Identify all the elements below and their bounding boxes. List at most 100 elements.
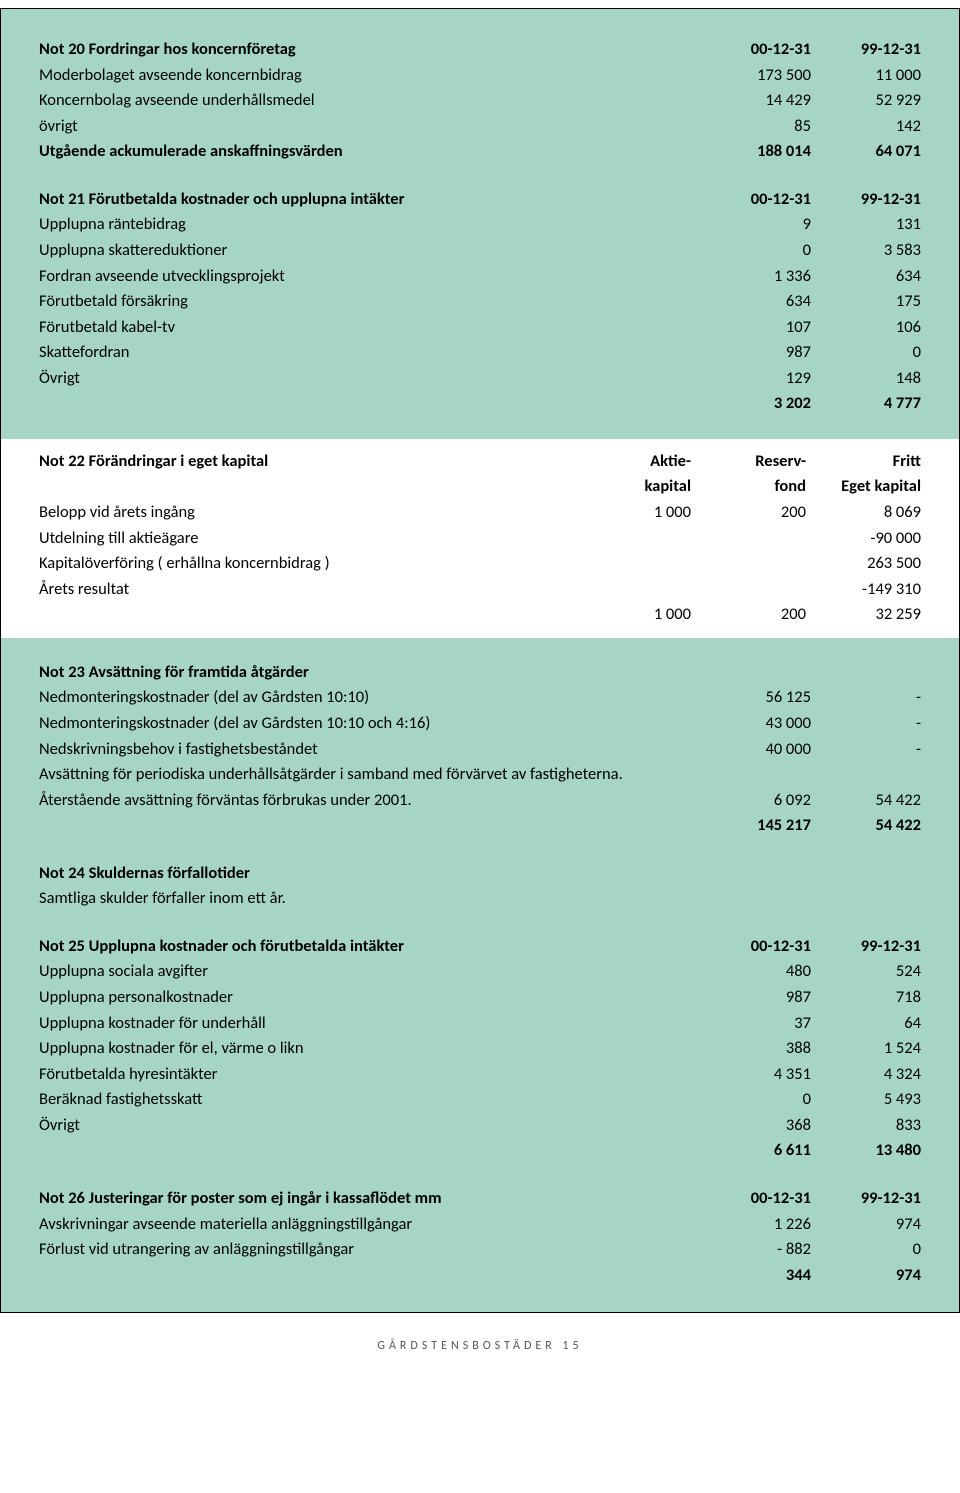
table-cell: Koncernbolag avseende underhållsmedel — [39, 88, 701, 114]
note26-title: Not 26 Justeringar för poster som ej ing… — [39, 1186, 701, 1212]
table-cell: 5 493 — [811, 1087, 921, 1113]
table-cell: 200 — [691, 602, 806, 628]
note-21: Not 21 Förutbetalda kostnader och upplup… — [39, 187, 921, 417]
note26-h2: 99-12-31 — [811, 1186, 921, 1212]
table-cell: 1 226 — [701, 1212, 811, 1238]
note-24: Not 24 Skuldernas förfallotider Samtliga… — [39, 861, 921, 912]
table-cell: - — [811, 685, 921, 711]
table-cell: 14 429 — [701, 88, 811, 114]
table-cell: 987 — [701, 340, 811, 366]
table-cell: 833 — [811, 1113, 921, 1139]
table-cell: - — [811, 711, 921, 737]
table-cell: Moderbolaget avseende koncernbidrag — [39, 63, 701, 89]
table-cell: Utgående ackumulerade anskaffningsvärden — [39, 139, 701, 165]
table-cell: 0 — [701, 1087, 811, 1113]
table-cell: 173 500 — [701, 63, 811, 89]
table-cell: Förutbetald kabel-tv — [39, 315, 701, 341]
note22-h2b: fond — [691, 474, 806, 500]
note-22: Not 22 Förändringar i eget kapital Aktie… — [1, 439, 959, 638]
table-cell: 0 — [811, 340, 921, 366]
note25-h2: 99-12-31 — [811, 934, 921, 960]
note25-h1: 00-12-31 — [701, 934, 811, 960]
note21-h1: 00-12-31 — [701, 187, 811, 213]
table-cell: Nedskrivningsbehov i fastighetsbeståndet — [39, 737, 701, 763]
table-cell: 200 — [691, 500, 806, 526]
note23-text1: Avsättning för periodiska underhållsåtgä… — [39, 762, 701, 788]
table-cell: 131 — [811, 212, 921, 238]
table-cell: Avskrivningar avseende materiella anlägg… — [39, 1212, 701, 1238]
note25-title: Not 25 Upplupna kostnader och förutbetal… — [39, 934, 701, 960]
table-cell: 974 — [811, 1263, 921, 1289]
table-cell: 4 777 — [811, 391, 921, 417]
table-cell: 64 071 — [811, 139, 921, 165]
note23-text2: Återstående avsättning förväntas förbruk… — [39, 788, 701, 814]
note22-h1a: Aktie- — [576, 449, 691, 475]
table-cell: Nedmonteringskostnader (del av Gårdsten … — [39, 685, 701, 711]
table-cell: 37 — [701, 1011, 811, 1037]
table-cell: 4 324 — [811, 1062, 921, 1088]
table-cell: 142 — [811, 114, 921, 140]
note21-h2: 99-12-31 — [811, 187, 921, 213]
note20-h1: 00-12-31 — [701, 37, 811, 63]
table-cell: Förutbetalda hyresintäkter — [39, 1062, 701, 1088]
table-cell: 43 000 — [701, 711, 811, 737]
table-cell: 40 000 — [701, 737, 811, 763]
table-cell: 0 — [811, 1237, 921, 1263]
table-cell: 9 — [701, 212, 811, 238]
table-cell: - — [811, 737, 921, 763]
table-cell: - 882 — [701, 1237, 811, 1263]
table-cell: 148 — [811, 366, 921, 392]
table-cell: 368 — [701, 1113, 811, 1139]
table-cell: Upplupna kostnader för underhåll — [39, 1011, 701, 1037]
table-cell: 145 217 — [701, 813, 811, 839]
table-cell: 480 — [701, 959, 811, 985]
table-cell: Utdelning till aktieägare — [39, 526, 576, 552]
note22-title: Not 22 Förändringar i eget kapital — [39, 449, 576, 475]
note22-h3a: Fritt — [806, 449, 921, 475]
table-cell: 718 — [811, 985, 921, 1011]
table-cell: övrigt — [39, 114, 701, 140]
table-cell: 4 351 — [701, 1062, 811, 1088]
table-cell: 1 336 — [701, 264, 811, 290]
table-cell: 54 422 — [811, 788, 921, 814]
table-cell: 188 014 — [701, 139, 811, 165]
table-cell: 263 500 — [806, 551, 921, 577]
table-cell: Upplupna sociala avgifter — [39, 959, 701, 985]
table-cell: 634 — [701, 289, 811, 315]
note22-h2a: Reserv- — [691, 449, 806, 475]
table-cell: 13 480 — [811, 1138, 921, 1164]
table-cell: Nedmonteringskostnader (del av Gårdsten … — [39, 711, 701, 737]
table-cell: 175 — [811, 289, 921, 315]
table-cell: 54 422 — [811, 813, 921, 839]
note26-h1: 00-12-31 — [701, 1186, 811, 1212]
table-cell: Upplupna skattereduktioner — [39, 238, 701, 264]
table-cell: 52 929 — [811, 88, 921, 114]
table-cell: 1 000 — [576, 602, 691, 628]
note22-h3b: Eget kapital — [806, 474, 921, 500]
table-cell: Årets resultat — [39, 577, 576, 603]
table-cell: -149 310 — [806, 577, 921, 603]
table-cell: 64 — [811, 1011, 921, 1037]
table-cell: Förutbetald försäkring — [39, 289, 701, 315]
note20-h2: 99-12-31 — [811, 37, 921, 63]
table-cell: 1 524 — [811, 1036, 921, 1062]
table-cell: Upplupna kostnader för el, värme o likn — [39, 1036, 701, 1062]
table-cell: 974 — [811, 1212, 921, 1238]
note22-h1b: kapital — [576, 474, 691, 500]
table-cell: 0 — [701, 238, 811, 264]
note-20: Not 20 Fordringar hos koncernföretag 00-… — [39, 37, 921, 165]
table-cell: 3 202 — [701, 391, 811, 417]
table-cell: 8 069 — [806, 500, 921, 526]
table-cell: Övrigt — [39, 1113, 701, 1139]
page-footer: GÅRDSTENSBOSTÄDER 15 — [0, 1313, 960, 1365]
table-cell: Förlust vid utrangering av anläggningsti… — [39, 1237, 701, 1263]
table-cell: Övrigt — [39, 366, 701, 392]
table-cell: 32 259 — [806, 602, 921, 628]
table-cell: 56 125 — [701, 685, 811, 711]
table-cell: -90 000 — [806, 526, 921, 552]
note20-title: Not 20 Fordringar hos koncernföretag — [39, 37, 701, 63]
table-cell: 107 — [701, 315, 811, 341]
note23-title: Not 23 Avsättning för framtida åtgärder — [39, 660, 701, 686]
financial-notes-page: Not 20 Fordringar hos koncernföretag 00-… — [0, 8, 960, 1313]
table-cell: 1 000 — [576, 500, 691, 526]
